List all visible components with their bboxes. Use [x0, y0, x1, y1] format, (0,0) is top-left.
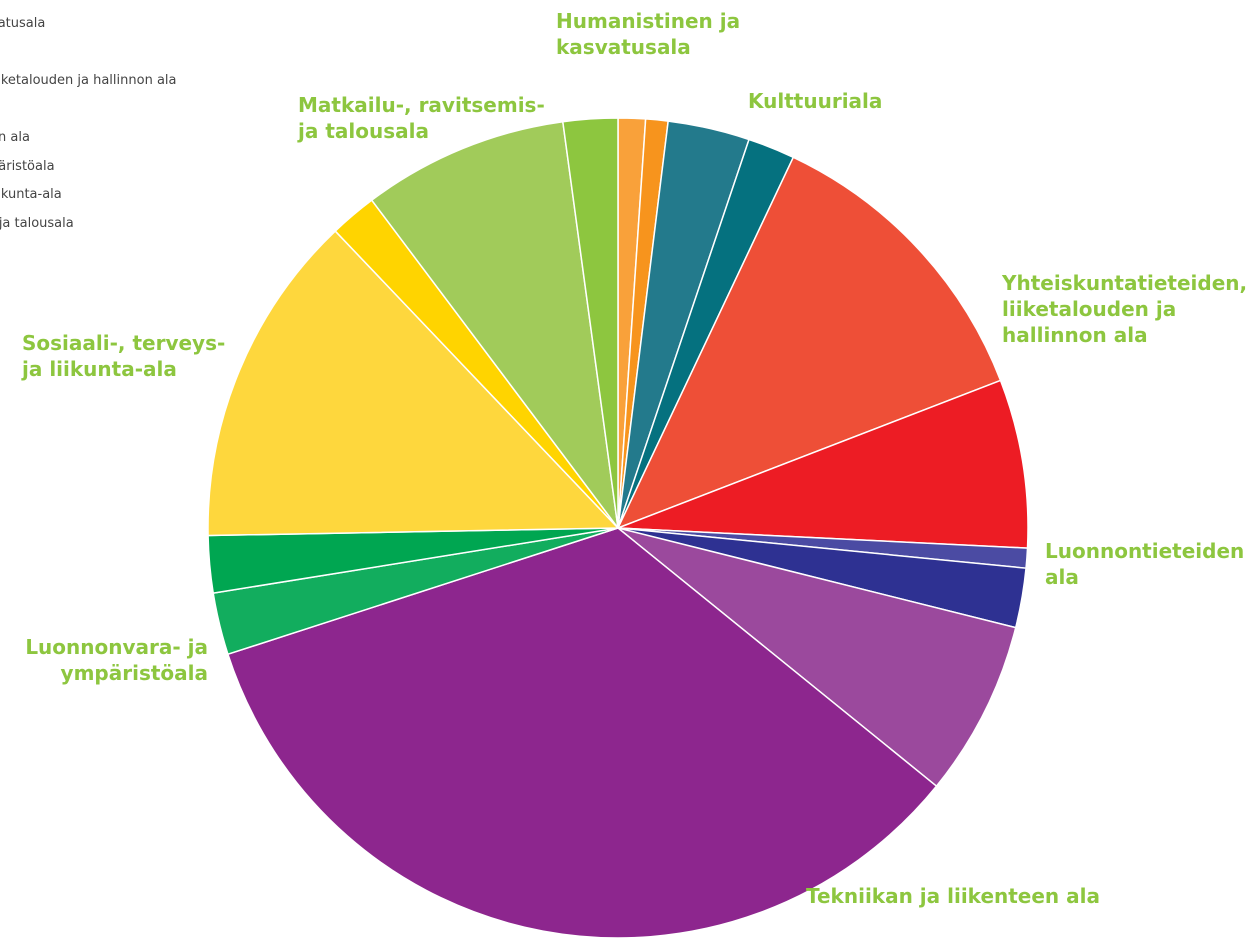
category-label-humanistinen: Humanistinen ja kasvatusala	[556, 8, 740, 60]
label-line: Luonnontieteiden	[1045, 539, 1245, 563]
label-line: Yhteiskuntatieteiden,	[1002, 271, 1248, 295]
label-line: liiketalouden ja	[1002, 297, 1177, 321]
legend-entry: en ala	[0, 130, 30, 145]
pie-slice-7-1	[562, 117, 619, 529]
label-line: Humanistinen ja	[556, 9, 741, 33]
pie-slice-2-1	[617, 379, 1029, 549]
category-label-luonnonvara: Luonnonvara- ja ympäristöala	[8, 634, 208, 686]
label-line: ala	[1045, 565, 1079, 589]
pie-slice-6-0	[207, 230, 619, 537]
label-line: ympäristöala	[60, 661, 208, 685]
pie-slice-7-0	[371, 120, 619, 529]
legend-entry: päristöala	[0, 158, 55, 174]
label-line: ja talousala	[298, 119, 429, 143]
legend-entry: liiketalouden ja hallinnon ala	[0, 73, 177, 88]
pie-slice-4-0	[617, 527, 1017, 787]
category-label-sosiaali: Sosiaali-, terveys- ja liikunta-ala	[22, 330, 225, 382]
pie-slice-2-0	[617, 156, 1002, 529]
legend-entry: liikunta-ala	[0, 187, 62, 202]
legend-entry: vatusala	[0, 16, 46, 31]
label-line: Sosiaali-, terveys-	[22, 331, 226, 355]
label-line: hallinnon ala	[1002, 323, 1148, 347]
category-label-yhteiskunta: Yhteiskuntatieteiden, liiketalouden ja h…	[1002, 270, 1247, 348]
category-label-kulttuuri: Kulttuuriala	[748, 88, 882, 114]
category-label-tekniikka: Tekniikan ja liikenteen ala	[806, 883, 1100, 909]
legend: vatusala liiketalouden ja hallinnon ala …	[0, 10, 177, 238]
legend-entry: - ja talousala	[0, 215, 74, 231]
label-line: ja liikunta-ala	[22, 357, 177, 381]
label-line: Matkailu-, ravitsemis-	[298, 93, 545, 117]
pie-slice-4-1	[227, 527, 938, 939]
label-line: kasvatusala	[556, 35, 691, 59]
category-label-matkailu: Matkailu-, ravitsemis- ja talousala	[298, 92, 545, 144]
label-line: Tekniikan ja liikenteen ala	[806, 884, 1100, 908]
label-line: Kulttuuriala	[748, 89, 883, 113]
category-label-luonnontiede: Luonnontieteiden ala	[1045, 538, 1244, 590]
label-line: Luonnonvara- ja	[25, 635, 208, 659]
